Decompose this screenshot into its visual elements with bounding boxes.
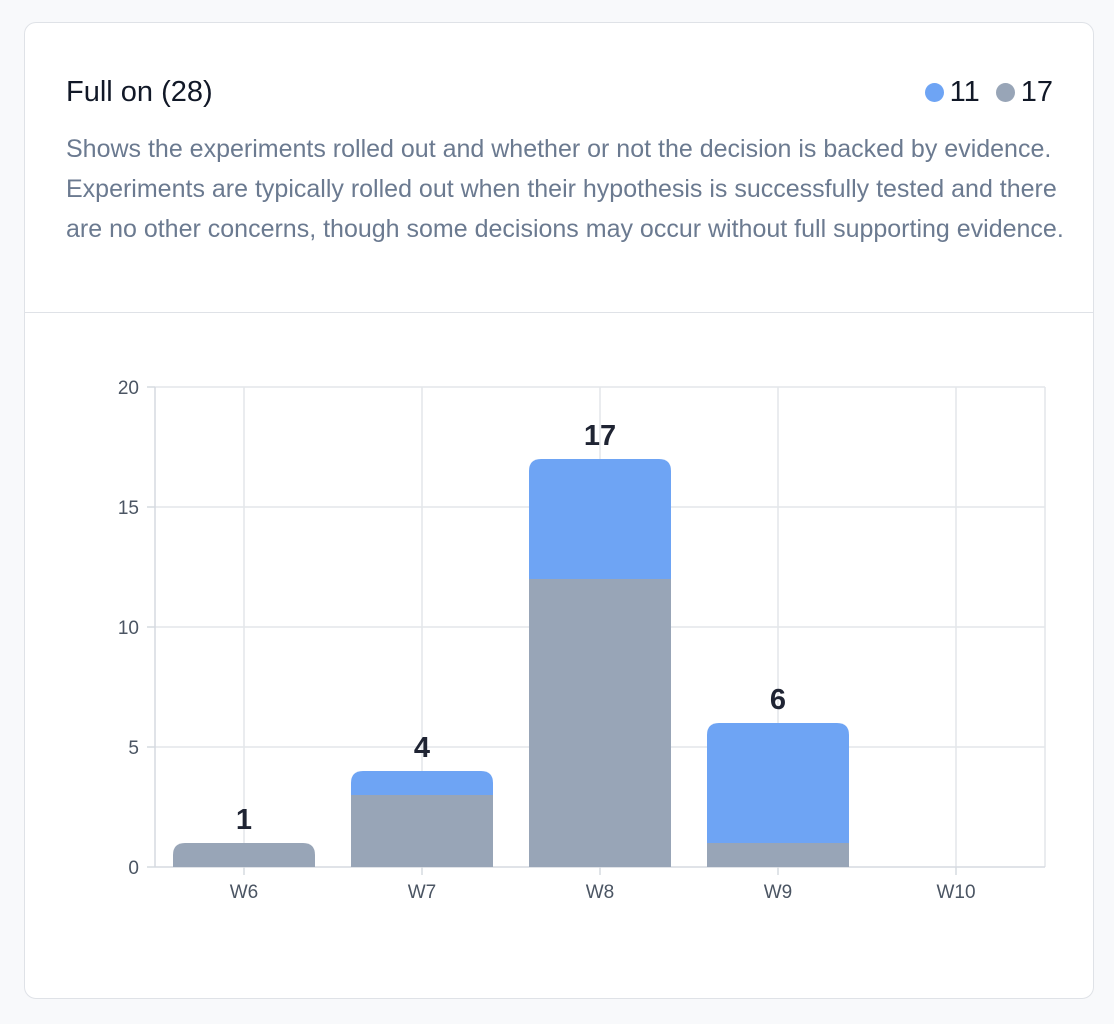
y-tick-label: 15 — [118, 498, 139, 519]
bar-segment-w8 — [529, 579, 671, 867]
chart-bars — [173, 459, 849, 867]
bar-segment-w8 — [529, 459, 671, 579]
bar-total-label: 17 — [584, 420, 616, 452]
card-description: Shows the experiments rolled out and whe… — [66, 135, 1064, 243]
legend-item-no-evidence[interactable]: 17 — [995, 75, 1053, 109]
bar-segment-w9 — [707, 843, 849, 867]
legend-value: 17 — [1020, 76, 1053, 108]
x-tick-label: W7 — [408, 882, 437, 903]
bar-segment-w9 — [707, 723, 849, 843]
legend: 11 17 — [909, 75, 1053, 109]
card-title: Full on (28) — [66, 76, 213, 108]
bar-total-label: 4 — [414, 732, 430, 764]
y-tick-label: 10 — [118, 618, 139, 639]
legend-item-evidence[interactable]: 11 — [924, 75, 980, 109]
x-tick-label: W8 — [586, 882, 615, 903]
y-tick-label: 20 — [118, 378, 139, 399]
y-tick-label: 5 — [128, 738, 139, 759]
card-header: Full on (28) 11 17 Shows the experiments… — [25, 23, 1093, 313]
bar-total-label: 1 — [236, 804, 252, 836]
legend-dot-icon — [924, 82, 944, 102]
chart-labels: 1 4 17 6 — [236, 420, 786, 836]
bar-total-label: 6 — [770, 684, 786, 716]
bar-segment-w7 — [351, 795, 493, 867]
y-tick-label: 0 — [128, 858, 139, 879]
legend-value: 11 — [949, 76, 980, 108]
legend-dot-icon — [995, 82, 1015, 102]
bar-segment-w7 — [351, 771, 493, 795]
x-tick-label: W10 — [936, 882, 975, 903]
bar-segment-w6 — [173, 843, 315, 867]
x-tick-label: W6 — [230, 882, 259, 903]
x-tick-label: W9 — [764, 882, 793, 903]
